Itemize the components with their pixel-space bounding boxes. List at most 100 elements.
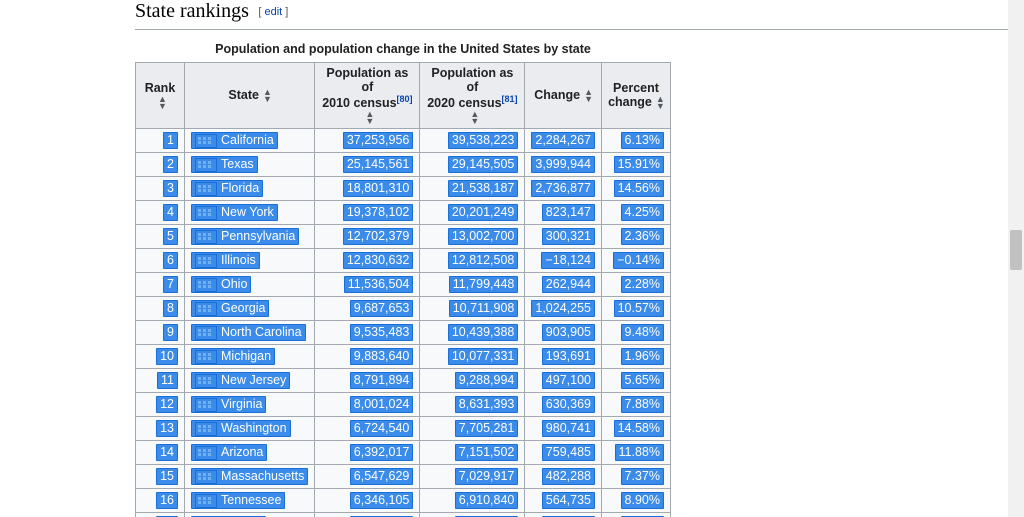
cell-state[interactable]: California	[185, 128, 315, 152]
cell-rank: 15	[136, 464, 185, 488]
cell-pop2010: 12,702,379	[315, 224, 420, 248]
cell-pop2020: 9,288,994	[420, 368, 525, 392]
cell-rank: 14	[136, 440, 185, 464]
cell-pop2020: 6,910,840	[420, 488, 525, 512]
cell-change: 1,024,255	[525, 296, 602, 320]
flag-icon	[195, 470, 217, 484]
cell-pop2020: 7,705,281	[420, 416, 525, 440]
cell-pop2010: 6,346,105	[315, 488, 420, 512]
cell-state[interactable]: Georgia	[185, 296, 315, 320]
scroll-thumb[interactable]	[1010, 230, 1022, 270]
cell-pct: 11.88%	[601, 440, 670, 464]
cell-pop2010: 9,883,640	[315, 344, 420, 368]
cell-state[interactable]: Virginia	[185, 392, 315, 416]
cell-state[interactable]: Washington	[185, 416, 315, 440]
sort-icon	[470, 111, 478, 125]
cell-change: 823,147	[525, 200, 602, 224]
cell-change: 300,321	[525, 224, 602, 248]
flag-icon	[195, 254, 217, 268]
cell-rank: 6	[136, 248, 185, 272]
section-heading: State rankings	[135, 0, 249, 23]
cell-change: 193,691	[525, 344, 602, 368]
cell-state[interactable]: New Jersey	[185, 368, 315, 392]
scrollbar[interactable]	[1008, 0, 1024, 517]
flag-icon	[195, 494, 217, 508]
cell-pop2010: 9,535,483	[315, 320, 420, 344]
flag-icon	[195, 182, 217, 196]
table-row: 14Arizona6,392,0177,151,502759,48511.88%	[136, 440, 671, 464]
heading-divider	[135, 29, 1024, 30]
cell-state[interactable]: Pennsylvania	[185, 224, 315, 248]
table-row: 7Ohio11,536,50411,799,448262,9442.28%	[136, 272, 671, 296]
cell-pop2010: 18,801,310	[315, 176, 420, 200]
flag-icon	[195, 350, 217, 364]
cell-state[interactable]: Tennessee	[185, 488, 315, 512]
flag-icon	[195, 422, 217, 436]
cell-pct: 4.25%	[601, 200, 670, 224]
col-pop2010[interactable]: Population as of 2010 census[80]	[315, 63, 420, 129]
cell-rank: 2	[136, 152, 185, 176]
cell-change: 3,999,944	[525, 152, 602, 176]
cell-pct: 9.48%	[601, 320, 670, 344]
edit-section: [ edit ]	[258, 6, 288, 18]
cell-pop2010: 8,001,024	[315, 392, 420, 416]
col-rank[interactable]: Rank	[136, 63, 185, 129]
edit-link[interactable]: edit	[264, 6, 282, 18]
col-pct[interactable]: Percent change	[601, 63, 670, 129]
cell-pop2010: 19,378,102	[315, 200, 420, 224]
col-change[interactable]: Change	[525, 63, 602, 129]
cell-pop2020: 13,002,700	[420, 224, 525, 248]
cell-pop2010: 6,547,629	[315, 464, 420, 488]
flag-icon	[195, 374, 217, 388]
cell-rank: 4	[136, 200, 185, 224]
flag-icon	[195, 446, 217, 460]
cell-pop2020: 20,201,249	[420, 200, 525, 224]
cell-change: 759,485	[525, 440, 602, 464]
table-row: 16Tennessee6,346,1056,910,840564,7358.90…	[136, 488, 671, 512]
ref-2010[interactable]: [80]	[397, 94, 413, 104]
ref-2020[interactable]: [81]	[502, 94, 518, 104]
cell-pct: −0.14%	[601, 248, 670, 272]
cell-state[interactable]: Ohio	[185, 272, 315, 296]
cell-pct: 6.13%	[601, 128, 670, 152]
cell-state[interactable]: North Carolina	[185, 320, 315, 344]
state-rankings-table: Population and population change in the …	[135, 38, 671, 517]
cell-rank: 16	[136, 488, 185, 512]
cell-state[interactable]: Arizona	[185, 440, 315, 464]
col-state[interactable]: State	[185, 63, 315, 129]
cell-change: −18,124	[525, 248, 602, 272]
cell-pct: 1.96%	[601, 344, 670, 368]
cell-rank: 13	[136, 416, 185, 440]
cell-pct: 7.88%	[601, 392, 670, 416]
cell-pop2010: 6,483,802	[315, 512, 420, 517]
sort-icon	[158, 96, 166, 110]
sort-icon	[584, 89, 592, 103]
cell-rank: 5	[136, 224, 185, 248]
cell-change: 2,284,267	[525, 128, 602, 152]
cell-pop2010: 37,253,956	[315, 128, 420, 152]
cell-state[interactable]: Massachusetts	[185, 464, 315, 488]
cell-rank: 1	[136, 128, 185, 152]
table-caption: Population and population change in the …	[135, 38, 671, 62]
cell-pct: 5.65%	[601, 368, 670, 392]
cell-state[interactable]: Texas	[185, 152, 315, 176]
table-row: 12Virginia8,001,0248,631,393630,3697.88%	[136, 392, 671, 416]
flag-icon	[195, 206, 217, 220]
cell-state[interactable]: Michigan	[185, 344, 315, 368]
cell-pop2020: 10,711,908	[420, 296, 525, 320]
col-pop2020[interactable]: Population as of 2020 census[81]	[420, 63, 525, 129]
cell-pop2010: 6,724,540	[315, 416, 420, 440]
cell-rank: 7	[136, 272, 185, 296]
cell-rank: 10	[136, 344, 185, 368]
cell-pop2020: 10,077,331	[420, 344, 525, 368]
flag-icon	[195, 278, 217, 292]
cell-state[interactable]: Illinois	[185, 248, 315, 272]
cell-change: 2,736,877	[525, 176, 602, 200]
table-row: 1California37,253,95639,538,2232,284,267…	[136, 128, 671, 152]
table-row: 3Florida18,801,31021,538,1872,736,87714.…	[136, 176, 671, 200]
cell-pct: 15.91%	[601, 152, 670, 176]
cell-state[interactable]: Indiana	[185, 512, 315, 517]
cell-state[interactable]: New York	[185, 200, 315, 224]
table-row: 8Georgia9,687,65310,711,9081,024,25510.5…	[136, 296, 671, 320]
cell-state[interactable]: Florida	[185, 176, 315, 200]
